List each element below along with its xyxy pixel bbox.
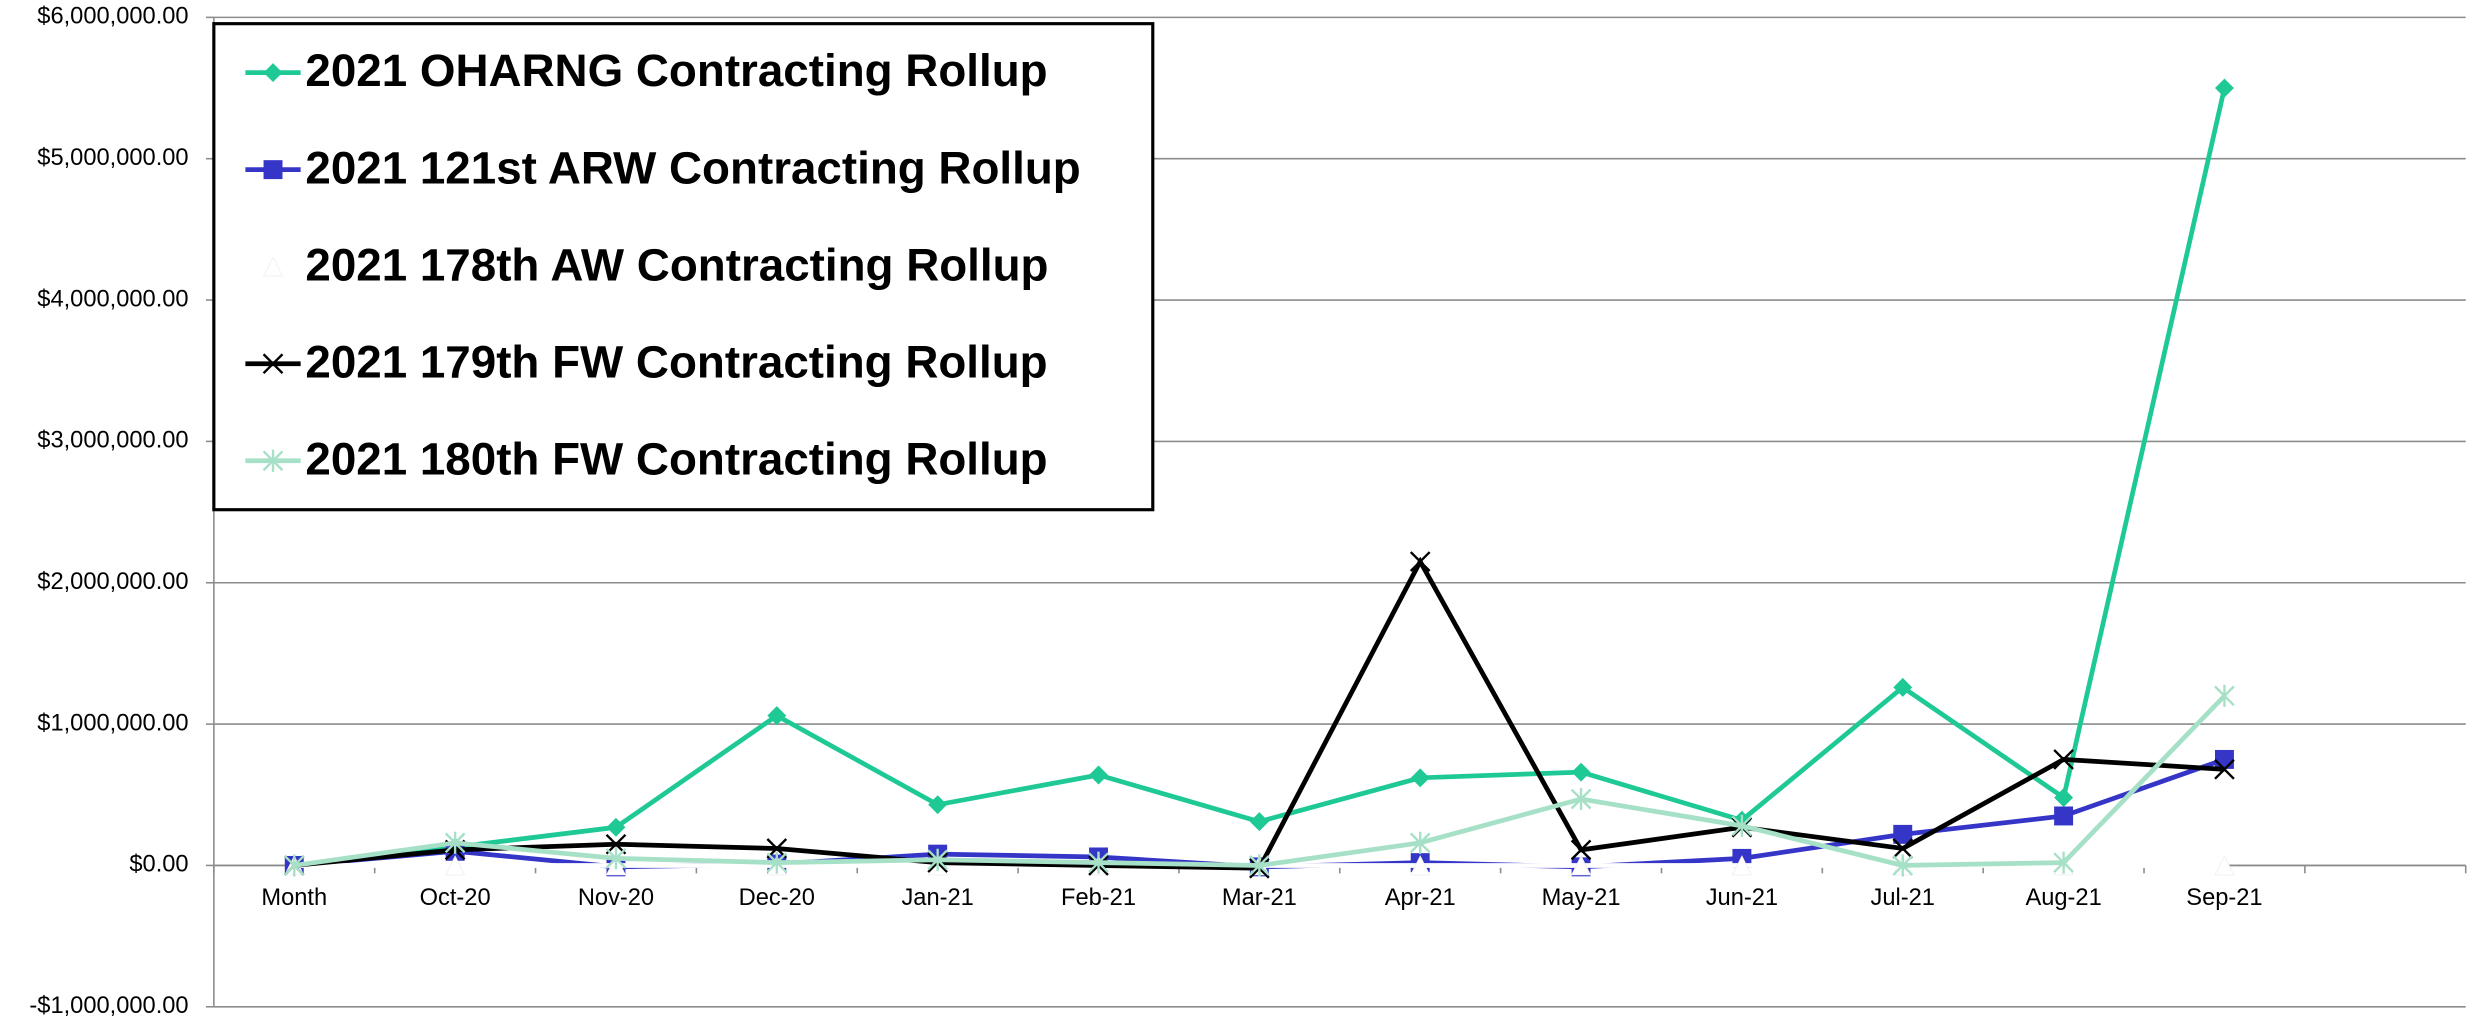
point [1088, 851, 1109, 874]
series [283, 684, 2235, 877]
point [263, 160, 283, 180]
x-tick-label: Oct-20 [420, 885, 491, 911]
point [262, 449, 284, 472]
point [1571, 762, 1591, 782]
point [1409, 831, 1431, 854]
y-tick-label: $5,000,000.00 [37, 145, 188, 171]
point [1249, 812, 1269, 832]
point [1892, 854, 1914, 877]
legend-label: 2021 180th FW Contracting Rollup [305, 433, 1047, 484]
point [1892, 838, 1914, 859]
y-tick-label: -$1,000,000.00 [29, 993, 188, 1019]
y-tick-label: $3,000,000.00 [37, 428, 188, 454]
x-tick-label: Feb-21 [1061, 885, 1136, 911]
point [2054, 806, 2074, 826]
y-tick-label: $4,000,000.00 [37, 286, 188, 312]
point [1410, 855, 1431, 876]
point [2053, 851, 2074, 874]
x-tick-label: Jan-21 [901, 885, 973, 911]
point [2214, 855, 2235, 876]
x-tick-label: Apr-21 [1385, 885, 1456, 911]
point [283, 854, 305, 877]
point [2214, 759, 2235, 780]
x-tick-label: Jul-21 [1871, 885, 1935, 911]
legend-label: 2021 121st ARW Contracting Rollup [305, 142, 1080, 193]
point [1570, 787, 1592, 811]
point [1570, 855, 1592, 876]
y-tick-label: $1,000,000.00 [37, 710, 188, 736]
point [1570, 839, 1592, 861]
legend-label: 2021 178th AW Contracting Rollup [305, 239, 1048, 290]
x-tick-label: Nov-20 [578, 885, 654, 911]
point [262, 256, 284, 277]
point [263, 63, 283, 83]
x-tick-label: May-21 [1542, 885, 1621, 911]
y-tick-label: $6,000,000.00 [37, 4, 188, 30]
series-line [293, 694, 2227, 868]
point [2214, 749, 2234, 769]
point [1249, 854, 1270, 877]
point [445, 855, 466, 876]
legend-label: 2021 179th FW Contracting Rollup [305, 336, 1047, 387]
point [2053, 749, 2074, 770]
legend: 2021 OHARNG Contracting Rollup 2021 121st… [212, 22, 1155, 512]
point [928, 795, 948, 815]
point [1409, 551, 1431, 572]
x-tick-label: Jun-21 [1706, 885, 1778, 911]
point [1731, 814, 1753, 837]
legend-label: 2021 OHARNG Contracting Rollup [305, 45, 1047, 96]
y-tick-label: $2,000,000.00 [37, 569, 188, 595]
x-tick-label: Aug-21 [2025, 885, 2101, 911]
point [1410, 768, 1430, 788]
y-tick-label: $0.00 [129, 852, 188, 878]
point [1893, 677, 1913, 697]
point [766, 851, 788, 874]
point [2214, 78, 2234, 98]
point [1731, 855, 1753, 876]
point [2214, 684, 2235, 707]
x-tick-label: Sep-21 [2186, 885, 2262, 911]
point [1089, 765, 1108, 785]
x-tick-label: Month [261, 885, 327, 911]
legend-box [212, 22, 1155, 512]
point [1893, 824, 1913, 844]
point [444, 831, 466, 854]
point [605, 847, 627, 870]
x-tick-label: Mar-21 [1222, 885, 1297, 911]
x-tick-label: Dec-20 [739, 885, 815, 911]
point [262, 353, 284, 375]
point [927, 848, 948, 871]
